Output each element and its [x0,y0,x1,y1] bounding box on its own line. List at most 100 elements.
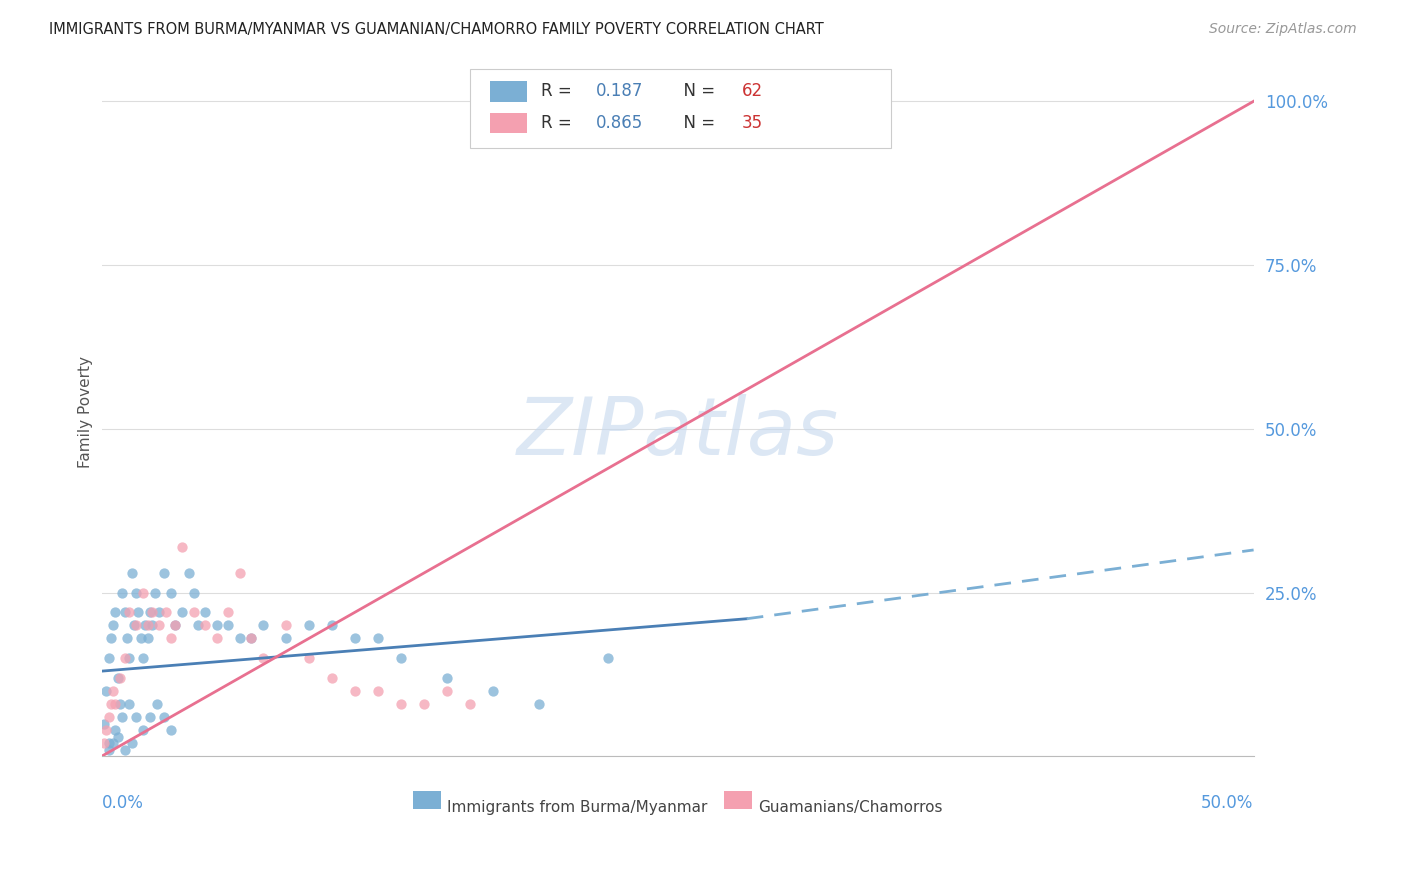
Point [108,697,131,711]
Point [153,710,176,724]
Point [172,605,194,619]
Point [194,618,217,632]
Text: N =: N = [673,82,720,100]
Point [141,618,163,632]
Point [146,697,169,711]
Point [229,566,252,580]
Point [125,710,148,724]
Point [482,683,505,698]
Point [127,605,149,619]
Text: 0.187: 0.187 [596,82,643,100]
Point [436,683,458,698]
Point [136,618,159,632]
Point [179,566,201,580]
Point [153,566,176,580]
Text: Guamanians/Chamorros: Guamanians/Chamorros [758,799,943,814]
Point [205,632,228,646]
FancyBboxPatch shape [470,69,891,147]
Point [252,651,274,665]
Point [598,651,620,665]
Point [122,618,145,632]
Text: Source: ZipAtlas.com: Source: ZipAtlas.com [1209,22,1357,37]
Point [367,632,389,646]
Point [159,632,181,646]
Point [100,697,122,711]
Point [413,697,436,711]
Text: R =: R = [540,82,576,100]
Point [114,605,136,619]
Point [139,710,162,724]
Point [104,723,127,737]
Point [97,651,120,665]
Point [118,651,141,665]
Point [118,697,141,711]
Bar [489,81,527,102]
Point [165,618,187,632]
Y-axis label: Family Poverty: Family Poverty [79,357,93,468]
Point [101,736,124,750]
Point [298,651,321,665]
Point [165,618,187,632]
Point [344,632,367,646]
Point [344,683,367,698]
Point [96,723,118,737]
Point [100,632,122,646]
Text: N =: N = [673,114,720,132]
Point [367,683,389,698]
Point [104,605,127,619]
Bar [412,791,441,808]
Point [111,710,134,724]
Point [183,605,205,619]
Text: 0.0%: 0.0% [101,794,143,812]
Text: R =: R = [540,114,576,132]
Point [205,618,228,632]
Text: 0.865: 0.865 [596,114,643,132]
Point [187,618,209,632]
Point [107,730,129,744]
Point [115,632,138,646]
Point [458,697,481,711]
Point [252,618,274,632]
Point [101,618,124,632]
Point [114,743,136,757]
Point [97,736,120,750]
Point [93,716,115,731]
Point [121,566,143,580]
Point [172,540,194,554]
Point [134,618,156,632]
Point [148,618,170,632]
Point [159,723,181,737]
Point [93,736,115,750]
Point [125,585,148,599]
Point [104,697,127,711]
Point [436,671,458,685]
Point [229,632,252,646]
Point [108,671,131,685]
Text: 35: 35 [742,114,763,132]
Text: ZIPatlas: ZIPatlas [516,394,838,472]
Point [107,671,129,685]
Point [217,605,239,619]
Point [194,605,217,619]
Point [132,651,155,665]
Text: Immigrants from Burma/Myanmar: Immigrants from Burma/Myanmar [447,799,707,814]
Point [274,618,297,632]
Point [155,605,177,619]
Point [298,618,321,632]
Point [125,618,148,632]
Text: IMMIGRANTS FROM BURMA/MYANMAR VS GUAMANIAN/CHAMORRO FAMILY POVERTY CORRELATION C: IMMIGRANTS FROM BURMA/MYANMAR VS GUAMANI… [49,22,824,37]
Point [148,605,170,619]
Point [129,632,152,646]
Point [389,697,412,711]
Point [217,618,239,632]
Point [132,723,155,737]
Point [240,632,263,646]
Point [111,585,134,599]
Point [143,585,166,599]
Point [97,710,120,724]
Point [121,736,143,750]
Point [240,632,263,646]
Point [321,618,343,632]
Point [141,605,163,619]
Point [139,605,162,619]
